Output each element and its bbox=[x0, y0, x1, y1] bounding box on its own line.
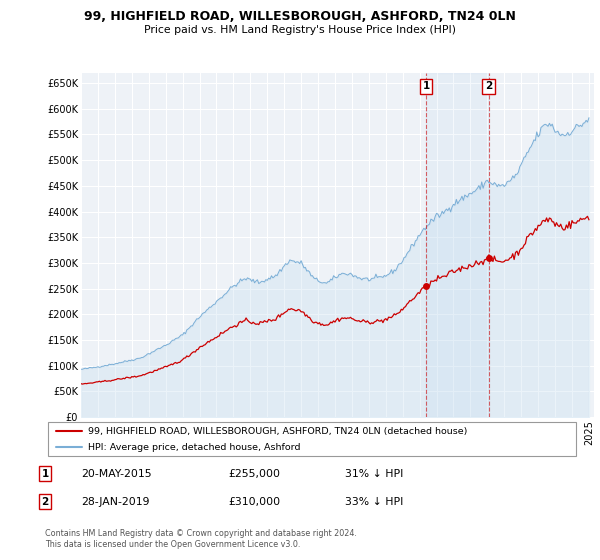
Text: 31% ↓ HPI: 31% ↓ HPI bbox=[345, 469, 403, 479]
Text: £255,000: £255,000 bbox=[228, 469, 280, 479]
Text: Contains HM Land Registry data © Crown copyright and database right 2024.
This d: Contains HM Land Registry data © Crown c… bbox=[45, 529, 357, 549]
Text: 2: 2 bbox=[485, 81, 493, 91]
Text: 33% ↓ HPI: 33% ↓ HPI bbox=[345, 497, 403, 507]
Bar bbox=[426, 73, 488, 417]
Text: 1: 1 bbox=[41, 469, 49, 479]
Text: 1: 1 bbox=[422, 81, 430, 91]
Text: 99, HIGHFIELD ROAD, WILLESBOROUGH, ASHFORD, TN24 0LN (detached house): 99, HIGHFIELD ROAD, WILLESBOROUGH, ASHFO… bbox=[88, 427, 467, 436]
FancyBboxPatch shape bbox=[48, 422, 576, 456]
Text: 20-MAY-2015: 20-MAY-2015 bbox=[81, 469, 152, 479]
Text: 99, HIGHFIELD ROAD, WILLESBOROUGH, ASHFORD, TN24 0LN: 99, HIGHFIELD ROAD, WILLESBOROUGH, ASHFO… bbox=[84, 10, 516, 23]
Text: Price paid vs. HM Land Registry's House Price Index (HPI): Price paid vs. HM Land Registry's House … bbox=[144, 25, 456, 35]
Text: £310,000: £310,000 bbox=[228, 497, 280, 507]
Text: 28-JAN-2019: 28-JAN-2019 bbox=[81, 497, 149, 507]
Text: HPI: Average price, detached house, Ashford: HPI: Average price, detached house, Ashf… bbox=[88, 442, 300, 451]
Text: 2: 2 bbox=[41, 497, 49, 507]
